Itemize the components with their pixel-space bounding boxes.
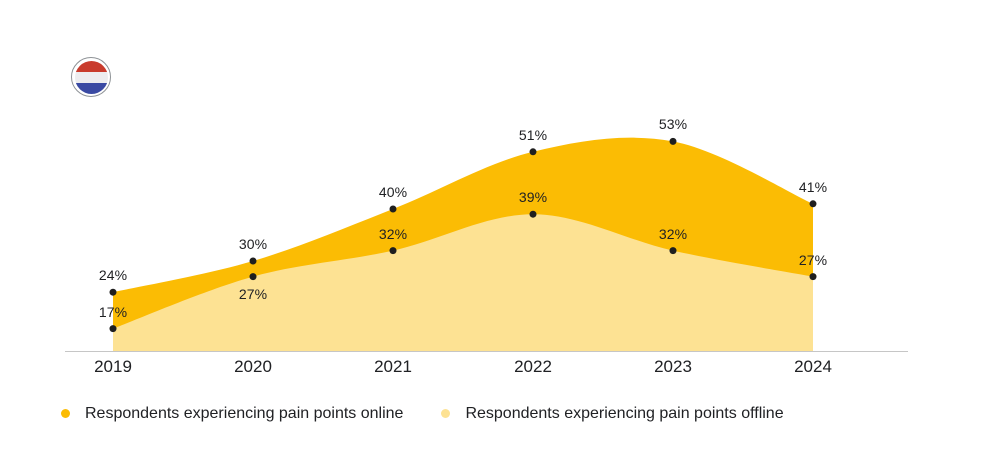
legend-label-online: Respondents experiencing pain points onl… xyxy=(85,405,404,422)
legend-dot-offline xyxy=(441,409,451,418)
online-data-point xyxy=(809,200,817,208)
offline-data-point xyxy=(109,325,117,333)
online-data-point xyxy=(389,205,397,213)
chart-legend: Respondents experiencing pain points onl… xyxy=(61,404,784,423)
flag-stripe-white xyxy=(74,71,108,83)
flag-stripe-red xyxy=(74,60,108,72)
legend-item-online: Respondents experiencing pain points onl… xyxy=(61,404,403,423)
flag-stripe-blue xyxy=(74,82,108,94)
offline-area xyxy=(113,214,813,351)
legend-label-offline: Respondents experiencing pain points off… xyxy=(465,405,784,422)
offline-data-point xyxy=(249,273,257,281)
offline-data-point xyxy=(389,247,397,255)
offline-data-point xyxy=(669,247,677,255)
offline-data-point xyxy=(529,210,537,218)
online-data-point xyxy=(249,257,257,265)
legend-dot-online xyxy=(61,409,70,418)
offline-data-point xyxy=(809,273,817,281)
netherlands-flag-icon xyxy=(71,57,111,97)
online-data-point xyxy=(529,148,537,156)
legend-item-offline: Respondents experiencing pain points off… xyxy=(441,404,784,423)
online-data-point xyxy=(109,288,117,296)
online-data-point xyxy=(669,137,677,145)
netherlands-flag-stripes xyxy=(74,60,108,94)
